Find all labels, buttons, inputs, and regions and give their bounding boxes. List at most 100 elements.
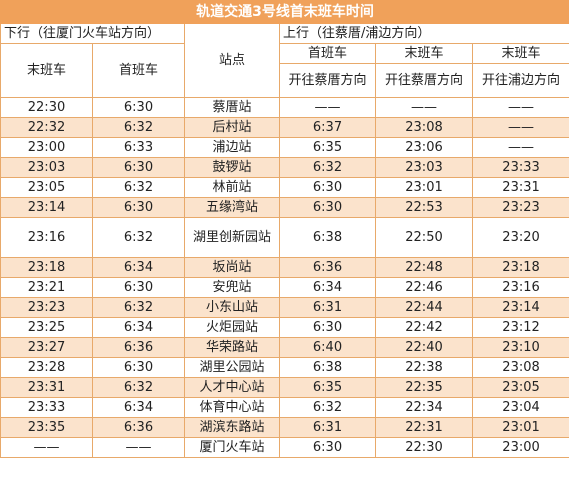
up-last-caicuo-time: 22:40 — [375, 337, 473, 358]
down-last-time: 23:23 — [0, 297, 93, 318]
up-last-caicuo-time: —— — [375, 97, 473, 118]
station-name: 厦门火车站 — [184, 437, 280, 458]
table-row: 23:21 6:30 安兜站 6:34 22:46 23:16 — [0, 277, 569, 298]
down-last-time: —— — [0, 437, 93, 458]
up-first-time: 6:40 — [279, 337, 376, 358]
station-name: 湖滨东路站 — [184, 417, 280, 438]
table-row: 23:28 6:30 湖里公园站 6:38 22:38 23:08 — [0, 357, 569, 378]
up-last-caicuo-time: 22:53 — [375, 197, 473, 218]
down-last-time: 23:21 — [0, 277, 93, 298]
up-last-pubian-time: 23:33 — [471, 157, 569, 178]
up-first-time: 6:38 — [279, 217, 376, 258]
station-name: 小东山站 — [184, 297, 280, 318]
station-name: 体育中心站 — [184, 397, 280, 418]
down-last-time: 23:14 — [0, 197, 93, 218]
up-last-caicuo-time: 23:01 — [375, 177, 473, 198]
up-last-caicuo-destination: 开往蔡厝方向 — [375, 63, 473, 98]
down-last-time: 23:25 — [0, 317, 93, 338]
timetable-body: 22:30 6:30 蔡厝站 —— —— —— 22:32 6:32 后村站 6:37 23:08—… — [0, 97, 569, 458]
up-last-pubian-time: —— — [471, 97, 569, 118]
up-first-time: 6:30 — [279, 317, 376, 338]
table-row: 23:25 6:34 火炬园站 6:30 22:42 23:12 — [0, 317, 569, 338]
table-row: 23:35 6:36 湖滨东路站 6:31 22:31 23:01 — [0, 417, 569, 438]
up-last-pubian-time: 23:01 — [471, 417, 569, 438]
up-last-pubian-time: 23:18 — [471, 257, 569, 278]
up-last-caicuo-time: 22:48 — [375, 257, 473, 278]
header-row-direction: 下行（往厦门火车站方向） 站点 上行（往蔡厝/浦边方向） — [0, 23, 569, 98]
up-direction-header: 上行（往蔡厝/浦边方向） — [278, 23, 569, 44]
table-row: 23:23 6:32 小东山站 6:31 22:44 23:14 — [0, 297, 569, 318]
up-last-pubian-time: —— — [471, 137, 569, 158]
up-last-caicuo-time: 22:46 — [375, 277, 473, 298]
down-direction-header: 下行（往厦门火车站方向） — [0, 23, 185, 44]
down-first-time: 6:32 — [92, 377, 185, 398]
station-name: 安兜站 — [184, 277, 280, 298]
up-last-pubian-time: 23:23 — [471, 197, 569, 218]
down-last-time: 23:00 — [0, 137, 93, 158]
down-last-time: 23:33 — [0, 397, 93, 418]
down-first-time: 6:30 — [92, 97, 185, 118]
down-last-time: 23:28 — [0, 357, 93, 378]
table-row: —— —— 厦门火车站 6:30 22:30 23:00 — [0, 437, 569, 458]
up-first-time: 6:30 — [279, 437, 376, 458]
up-first-time: 6:31 — [279, 297, 376, 318]
down-first-time: 6:32 — [92, 297, 185, 318]
up-first-destination: 开往蔡厝方向 — [279, 63, 376, 98]
up-last-pubian-header: 末班车 — [471, 43, 569, 64]
table-row: 23:05 6:32 林前站 6:30 23:01 23:31 — [0, 177, 569, 198]
up-last-pubian-time: 23:05 — [471, 377, 569, 398]
up-last-pubian-time: —— — [471, 117, 569, 138]
down-last-time: 23:05 — [0, 177, 93, 198]
up-first-time: 6:38 — [279, 357, 376, 378]
up-first-time: —— — [279, 97, 376, 118]
table-row: 23:00 6:33 浦边站 6:35 23:06 —— — [0, 137, 569, 158]
up-last-caicuo-time: 23:08 — [375, 117, 473, 138]
down-last-header: 末班车 — [0, 43, 93, 98]
up-first-time: 6:31 — [279, 417, 376, 438]
down-last-time: 22:32 — [0, 117, 93, 138]
header-row-type: 末班车 首班车 首班车 末班车 末班车 — [0, 43, 569, 98]
up-last-pubian-time: 23:20 — [471, 217, 569, 258]
station-name: 湖里创新园站 — [184, 217, 280, 258]
up-last-caicuo-time: 23:03 — [375, 157, 473, 178]
up-first-time: 6:35 — [279, 377, 376, 398]
down-first-time: 6:32 — [92, 217, 185, 258]
up-last-pubian-time: 23:10 — [471, 337, 569, 358]
down-first-time: 6:30 — [92, 157, 185, 178]
station-name: 火炬园站 — [184, 317, 280, 338]
station-name: 五缘湾站 — [184, 197, 280, 218]
down-first-time: —— — [92, 437, 185, 458]
station-name: 人才中心站 — [184, 377, 280, 398]
station-name: 浦边站 — [184, 137, 280, 158]
down-first-time: 6:30 — [92, 197, 185, 218]
down-first-time: 6:32 — [92, 177, 185, 198]
down-first-time: 6:34 — [92, 397, 185, 418]
station-column-header: 站点 — [184, 23, 280, 98]
title-row: 轨道交通3号线首末班车时间 — [0, 0, 569, 24]
down-first-time: 6:36 — [92, 417, 185, 438]
up-last-caicuo-time: 22:42 — [375, 317, 473, 338]
station-name: 华荣路站 — [184, 337, 280, 358]
down-last-time: 23:27 — [0, 337, 93, 358]
table-row: 22:32 6:32 后村站 6:37 23:08 —— — [0, 117, 569, 138]
timetable: 轨道交通3号线首末班车时间 下行（往厦门火车站方向） 站点 上行（往蔡厝/浦边方… — [0, 0, 569, 458]
up-first-time: 6:37 — [279, 117, 376, 138]
down-last-time: 22:30 — [0, 97, 93, 118]
down-last-time: 23:18 — [0, 257, 93, 278]
table-row: 23:16 6:32 湖里创新园站 6:38 22:50 23:20 — [0, 217, 569, 258]
up-first-time: 6:30 — [279, 177, 376, 198]
up-last-pubian-time: 23:00 — [471, 437, 569, 458]
up-last-pubian-time: 23:31 — [471, 177, 569, 198]
up-last-caicuo-time: 22:38 — [375, 357, 473, 378]
table-row: 23:14 6:30 五缘湾站 6:30 22:53 23:23 — [0, 197, 569, 218]
up-last-caicuo-time: 22:31 — [375, 417, 473, 438]
table-row: 23:33 6:34 体育中心站 6:32 22:34 23:04 — [0, 397, 569, 418]
up-first-header: 首班车 — [279, 43, 376, 64]
up-last-pubian-time: 23:14 — [471, 297, 569, 318]
table-row: 23:03 6:30 鼓锣站 6:32 23:03 23:33 — [0, 157, 569, 178]
up-last-pubian-destination: 开往浦边方向 — [471, 63, 569, 98]
down-last-time: 23:03 — [0, 157, 93, 178]
station-name: 鼓锣站 — [184, 157, 280, 178]
station-name: 蔡厝站 — [184, 97, 280, 118]
page-title: 轨道交通3号线首末班车时间 — [0, 0, 569, 24]
